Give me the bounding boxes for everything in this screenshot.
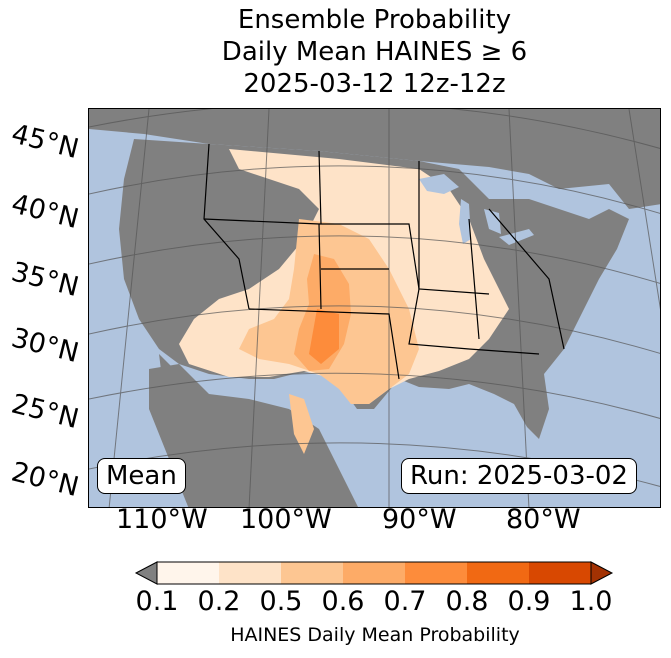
mexico-land [149, 364, 358, 507]
state-borders [203, 143, 565, 380]
colorbar [134, 561, 614, 585]
lake-superior [419, 174, 459, 194]
map-panel [88, 108, 661, 508]
lat-label-30: 30°N [8, 322, 82, 370]
colorbar-tick: 1.0 [569, 586, 613, 617]
lon-label-80: 80°W [506, 504, 581, 535]
probability-zone-max [309, 309, 339, 364]
colorbar-cell [343, 562, 405, 584]
mean-label-box: Mean [97, 458, 186, 494]
map-canvas [89, 109, 660, 507]
probability-zone-mexico [289, 394, 314, 454]
colorbar-cell [157, 562, 219, 584]
colorbar-tick: 0.8 [445, 586, 489, 617]
colorbar-cell [219, 562, 281, 584]
lon-label-90: 90°W [382, 504, 457, 535]
colorbar-tick: 0.1 [135, 586, 179, 617]
lon-label-110: 110°W [116, 504, 208, 535]
title-line-1: Ensemble Probability [237, 5, 512, 35]
lat-label-45: 45°N [8, 118, 82, 166]
title-line-3: 2025-03-12 12z-12z [243, 69, 506, 99]
colorbar-tick: 0.6 [321, 586, 365, 617]
canada-land [89, 109, 660, 209]
lat-label-25: 25°N [8, 388, 82, 436]
colorbar-tick: 0.7 [383, 586, 427, 617]
colorbar-tick: 0.9 [507, 586, 551, 617]
lat-label-35: 35°N [8, 256, 82, 304]
colorbar-tick: 0.5 [259, 586, 303, 617]
colorbar-outline [156, 561, 592, 585]
run-date-box: Run: 2025-03-02 [401, 458, 637, 494]
map-title: Ensemble Probability Daily Mean HAINES ≥… [88, 4, 661, 100]
lake-huron [484, 209, 501, 234]
colorbar-cell [467, 562, 529, 584]
colorbar-cell [529, 562, 591, 584]
colorbar-under-arrow [134, 561, 158, 585]
lake-michigan [459, 199, 471, 244]
colorbar-cell [281, 562, 343, 584]
lon-label-100: 100°W [240, 504, 332, 535]
graticule [89, 109, 660, 507]
baja-land [159, 354, 199, 464]
colorbar-over-arrow [590, 561, 614, 585]
lat-label-20: 20°N [8, 456, 82, 504]
colorbar-tick: 0.2 [197, 586, 241, 617]
colorbar-label: HAINES Daily Mean Probability [230, 624, 520, 646]
title-line-2: Daily Mean HAINES ≥ 6 [221, 37, 528, 67]
lake-erie [499, 229, 534, 245]
colorbar-ticks: 0.1 0.2 0.5 0.6 0.7 0.8 0.9 1.0 [0, 586, 671, 620]
lat-label-40: 40°N [8, 188, 82, 236]
colorbar-cell [405, 562, 467, 584]
